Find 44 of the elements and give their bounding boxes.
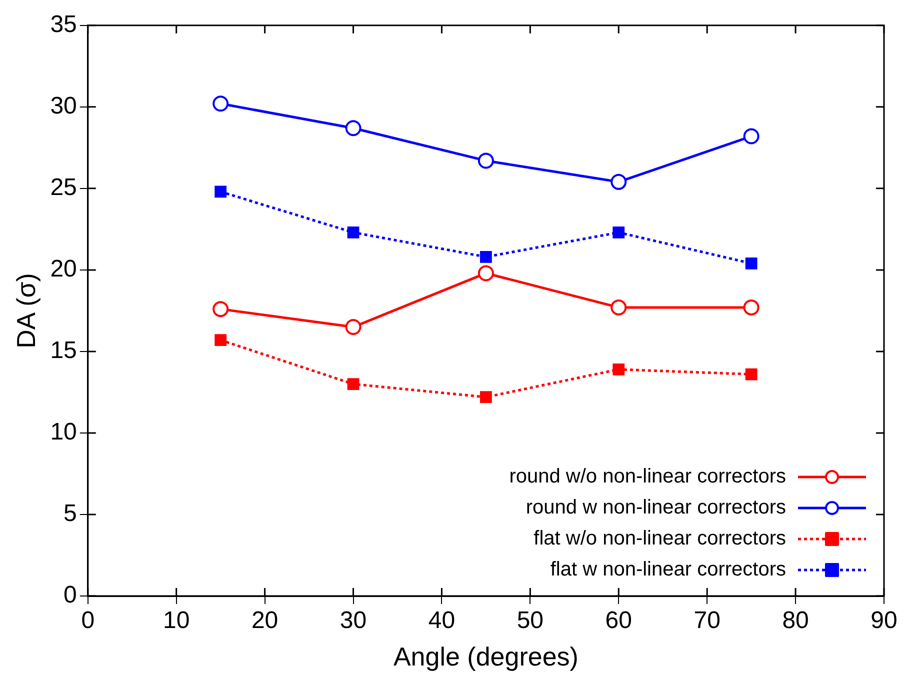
x-tick-label: 10 [163, 607, 190, 634]
point [345, 120, 362, 136]
x-tick-label: 80 [782, 607, 809, 634]
point [347, 378, 360, 390]
x-tick-label: 20 [251, 607, 278, 634]
point [478, 265, 494, 282]
x-tick-label: 70 [694, 607, 720, 634]
point [347, 226, 360, 238]
y-tick-label: 30 [50, 92, 77, 120]
x-axis-title: Angle (degrees) [393, 642, 578, 672]
point [480, 391, 492, 404]
y-tick-label: 10 [50, 418, 77, 446]
point [478, 152, 494, 169]
x-tick-label: 60 [605, 607, 632, 634]
y-tick-label: 20 [50, 256, 77, 283]
legend-label: round w non-linear correctors [526, 496, 786, 519]
point [610, 299, 627, 316]
point [745, 257, 758, 270]
point [345, 319, 362, 336]
point [743, 128, 760, 144]
y-axis-title: DA (σ) [10, 273, 41, 348]
x-tick-label: 90 [870, 607, 898, 634]
x-tick-label: 50 [516, 607, 544, 634]
x-tick-label: 40 [428, 607, 456, 634]
point [745, 368, 758, 380]
point [743, 299, 760, 316]
point [214, 334, 227, 346]
point [212, 301, 229, 318]
point [480, 250, 492, 263]
x-tick-label: 0 [81, 607, 95, 634]
y-tick-label: 15 [50, 337, 77, 364]
x-tick-label: 30 [340, 607, 367, 634]
legend-label: flat w/o non-linear correctors [534, 528, 786, 550]
point [212, 96, 229, 112]
y-tick-label: 0 [64, 582, 77, 609]
point [214, 186, 227, 198]
y-tick-label: 5 [64, 500, 77, 528]
legend-label: flat w non-linear correctors [550, 558, 786, 581]
point [612, 363, 625, 376]
legend-label: round w/o non-linear correctors [509, 466, 786, 488]
point [610, 174, 627, 190]
y-tick-label: 25 [50, 174, 77, 202]
point [612, 226, 625, 238]
y-tick-label: 35 [50, 11, 77, 38]
